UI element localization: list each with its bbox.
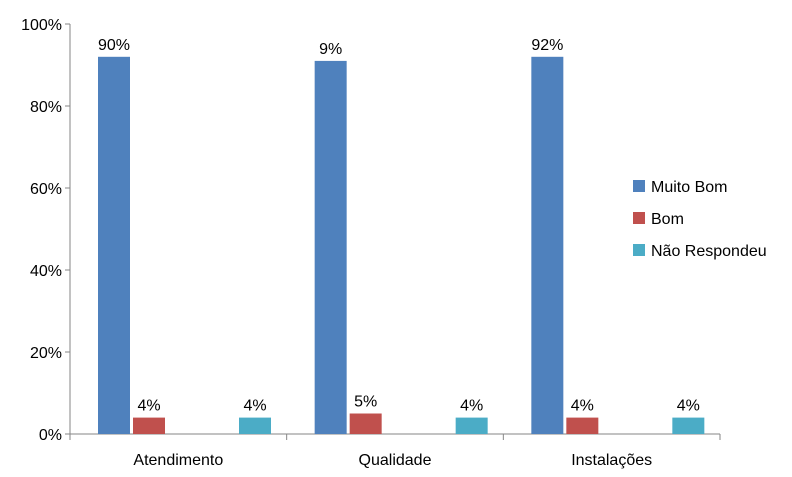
data-label: 4% — [460, 398, 483, 415]
y-tick-label: 100% — [21, 17, 62, 34]
data-label: 4% — [243, 398, 266, 415]
legend-swatch — [633, 180, 645, 192]
bar-bom — [566, 418, 598, 434]
bar-n-o-respondeu — [456, 418, 488, 434]
x-category-label: Atendimento — [133, 452, 223, 469]
bar-bom — [350, 414, 382, 435]
legend-label: Bom — [651, 211, 684, 228]
x-category-label: Instalações — [571, 452, 652, 469]
data-label: 90% — [98, 37, 130, 54]
legend-swatch — [633, 212, 645, 224]
data-label: 9% — [319, 41, 342, 58]
data-label: 4% — [571, 398, 594, 415]
legend-label: Muito Bom — [651, 179, 727, 196]
data-label: 92% — [531, 37, 563, 54]
bar-muito-bom — [315, 61, 347, 434]
legend-label: Não Respondeu — [651, 243, 767, 260]
y-tick-label: 0% — [39, 427, 62, 444]
x-category-label: Qualidade — [359, 452, 432, 469]
bar-muito-bom — [531, 57, 563, 434]
legend-swatch — [633, 244, 645, 256]
bar-n-o-respondeu — [239, 418, 271, 434]
y-tick-label: 40% — [30, 263, 62, 280]
bar-muito-bom — [98, 57, 130, 434]
data-label: 4% — [137, 398, 160, 415]
y-tick-label: 20% — [30, 345, 62, 362]
bar-n-o-respondeu — [672, 418, 704, 434]
chart-legend: Muito Bom Bom Não Respondeu — [633, 179, 767, 260]
y-tick-label: 80% — [30, 99, 62, 116]
bar-bom — [133, 418, 165, 434]
data-label: 4% — [677, 398, 700, 415]
data-label: 5% — [354, 394, 377, 411]
y-tick-label: 60% — [30, 181, 62, 198]
chart-bars: 90% 9% 92% 4% 5% 4% 4% 4% 4% — [98, 37, 704, 434]
